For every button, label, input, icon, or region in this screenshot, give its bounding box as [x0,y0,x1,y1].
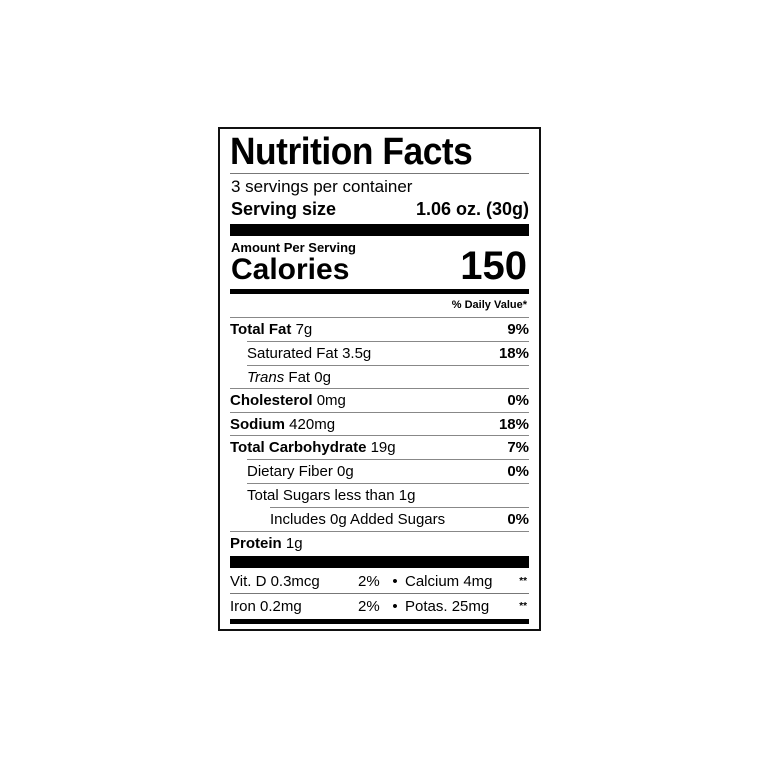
nutrient-name: Total Sugars less than [247,487,395,504]
nutrient-name: Dietary Fiber [247,463,333,480]
vitamin-left-dv: 2% [358,597,380,615]
vitamin-left-dv: 2% [358,572,380,590]
thick-divider [230,224,529,236]
label-title: Nutrition Facts [230,131,473,173]
bottom-divider [230,619,529,624]
vitamin-right: Calcium 4mg [405,572,493,590]
nutrient-name: Total Fat [230,321,292,338]
thick-divider [230,556,529,568]
nutrient-row-saturated-fat: Saturated Fat 3.5g 18% [247,341,529,365]
nutrient-dv: 0% [507,511,529,528]
serving-size-value: 1.06 oz. (30g) [415,199,529,219]
nutrient-amount: 19g [370,439,396,456]
nutrient-amount: 0g [314,369,331,386]
calories-value: 150 [460,244,527,288]
nutrient-amount: 420mg [289,416,336,433]
divider [230,173,529,174]
nutrient-name: Cholesterol [230,392,313,409]
nutrient-amount: 0g [337,463,354,480]
nutrient-name: Trans [247,369,285,386]
nutrition-facts-label: Nutrition Facts 3 servings per container… [218,127,541,631]
nutrient-row-total-sugars: Total Sugars less than 1g [247,483,529,507]
nutrient-row-total-carbohydrate: Total Carbohydrate 19g 7% [230,435,529,459]
nutrient-row-cholesterol: Cholesterol 0mg 0% [230,388,529,412]
nutrient-row-total-fat: Total Fat 7g 9% [230,317,529,341]
vitamin-row: Iron 0.2mg 2% • Potas. 25mg ** [230,594,529,618]
nutrient-name-suffix: Fat [288,369,311,386]
daily-value-header: % Daily Value* [451,299,527,311]
nutrient-row-trans-fat: Trans Fat 0g [247,365,529,389]
nutrient-name: Protein [230,535,282,552]
nutrient-row-protein: Protein 1g [230,531,529,555]
servings-per-container: 3 servings per container [231,177,413,196]
vitamin-right-dv: ** [519,600,527,612]
nutrient-amount: 3.5g [342,345,372,362]
nutrient-name: Saturated Fat [247,345,338,362]
vitamin-left: Vit. D 0.3mcg [230,572,320,590]
nutrient-row-dietary-fiber: Dietary Fiber 0g 0% [247,459,529,483]
vitamin-right: Potas. 25mg [405,597,490,615]
medium-divider [230,289,529,294]
amount-per-serving: Amount Per Serving [231,240,356,255]
nutrient-amount: 7g [295,321,313,338]
vitamin-right-dv: ** [519,575,527,587]
nutrient-name: Sodium [230,416,285,433]
nutrient-dv: 0% [507,463,529,480]
nutrient-amount: 1g [398,487,416,504]
nutrient-dv: 9% [507,321,529,338]
nutrient-row-added-sugars: Includes 0g Added Sugars 0% [270,507,529,531]
nutrient-amount: 0mg [316,392,346,409]
serving-size: Serving size 1.06 oz. (30g) [231,199,529,220]
nutrient-name: Total Carbohydrate [230,439,367,456]
bullet: • [392,572,398,590]
nutrient-amount: 1g [285,535,303,552]
divider [230,593,529,594]
nutrient-row-sodium: Sodium 420mg 18% [230,412,529,436]
vitamin-left: Iron 0.2mg [230,597,302,615]
nutrient-dv: 18% [498,416,529,433]
nutrient-name: Includes 0g Added Sugars [270,511,446,528]
nutrient-dv: 18% [498,345,529,362]
nutrient-dv: 0% [507,392,529,409]
nutrient-dv: 7% [507,439,529,456]
calories-label: Calories [231,253,350,286]
bullet: • [392,597,398,615]
vitamin-row: Vit. D 0.3mcg 2% • Calcium 4mg ** [230,569,529,593]
serving-size-label: Serving size [231,199,337,219]
